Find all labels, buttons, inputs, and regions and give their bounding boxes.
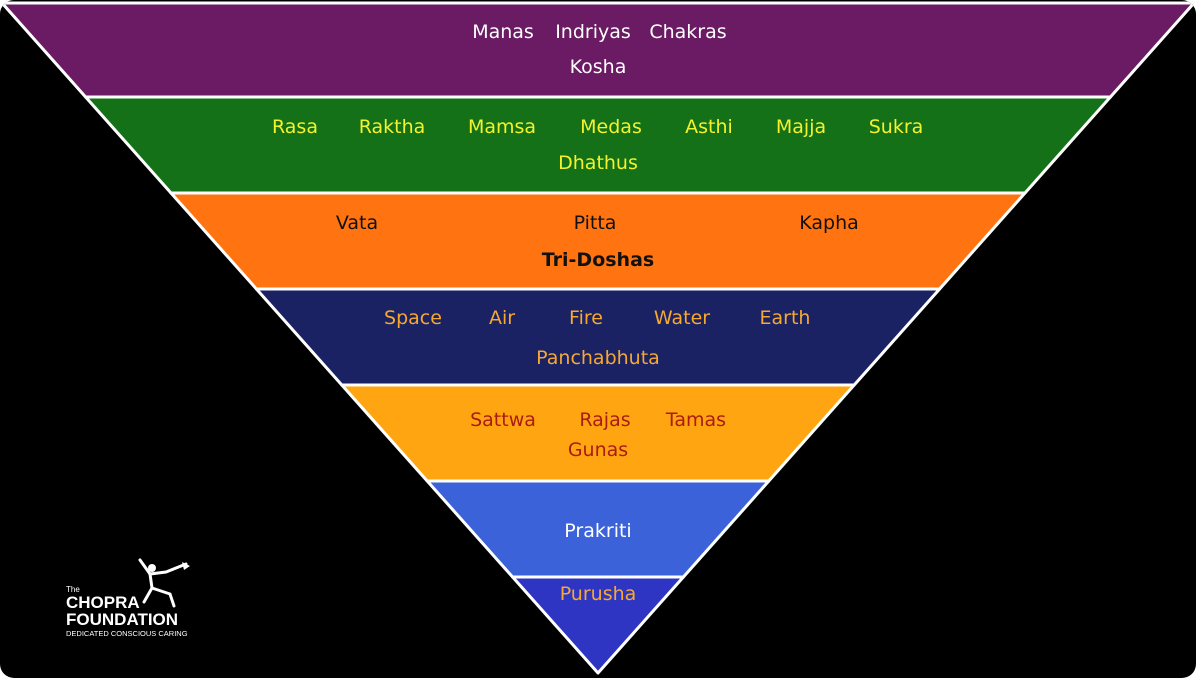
tier-gunas: Sattwa Rajas Tamas Gunas (340, 383, 856, 483)
tier-band (169, 191, 1027, 291)
logo-chopra: CHOPRA (66, 593, 140, 612)
tier-item-earth: Earth (760, 307, 811, 329)
tier-item-air: Air (489, 307, 515, 329)
tier-band (254, 287, 942, 387)
tier-title-prakriti: Prakriti (564, 520, 631, 542)
tier-item-rajas: Rajas (579, 409, 630, 431)
logo-foundation: FOUNDATION (66, 610, 179, 629)
tier-item-majja: Majja (776, 116, 826, 138)
tier-title-kosha: Kosha (570, 56, 627, 78)
logo-the: The (66, 585, 80, 594)
tier-panchabhuta: Space Air Fire Water Earth Panchabhuta (254, 287, 942, 387)
tier-item-water: Water (654, 307, 710, 329)
tier-item-raktha: Raktha (359, 116, 426, 138)
tier-prakriti: Prakriti (425, 479, 771, 579)
tier-title-gunas: Gunas (568, 439, 628, 461)
tier-item-kapha: Kapha (799, 212, 859, 234)
chopra-foundation-logo: The CHOPRA FOUNDATION DEDICATED CONSCIOU… (66, 558, 206, 642)
tier-dhathus: Rasa Raktha Mamsa Medas Asthi Majja Sukra Dhath… (84, 95, 1112, 195)
tier-item-chakras: Chakras (649, 21, 726, 43)
tier-item-fire: Fire (569, 307, 603, 329)
tier-band (84, 95, 1112, 195)
tier-item-vata: Vata (336, 212, 378, 234)
dancing-figure-icon (138, 558, 190, 608)
tier-purusha: Purusha (511, 575, 685, 675)
tier-item-medas: Medas (580, 116, 642, 138)
tier-item-rasa: Rasa (272, 116, 318, 138)
tier-item-pitta: Pitta (574, 212, 617, 234)
tier-title-tri-doshas: Tri-Doshas (542, 249, 654, 271)
tier-item-sukra: Sukra (869, 116, 924, 138)
tier-tri-doshas: Vata Pitta Kapha Tri-Doshas (169, 191, 1027, 291)
tier-title-panchabhuta: Panchabhuta (536, 347, 660, 369)
tier-item-manas: Manas (472, 21, 534, 43)
tier-band (0, 1, 1196, 99)
tier-item-asthi: Asthi (685, 116, 733, 138)
tier-title-dhathus: Dhathus (558, 152, 638, 174)
tier-item-indriyas: Indriyas (555, 21, 631, 43)
tier-band (340, 383, 856, 483)
tier-kosha: Manas Indriyas Chakras Kosha (0, 1, 1196, 99)
tier-item-space: Space (384, 307, 442, 329)
tier-item-mamsa: Mamsa (468, 116, 536, 138)
tier-item-sattwa: Sattwa (470, 409, 536, 431)
tier-band (511, 575, 685, 675)
logo-tagline: DEDICATED CONSCIOUS CARING (66, 629, 188, 638)
tier-title-purusha: Purusha (560, 583, 637, 605)
tier-item-tamas: Tamas (665, 409, 726, 431)
